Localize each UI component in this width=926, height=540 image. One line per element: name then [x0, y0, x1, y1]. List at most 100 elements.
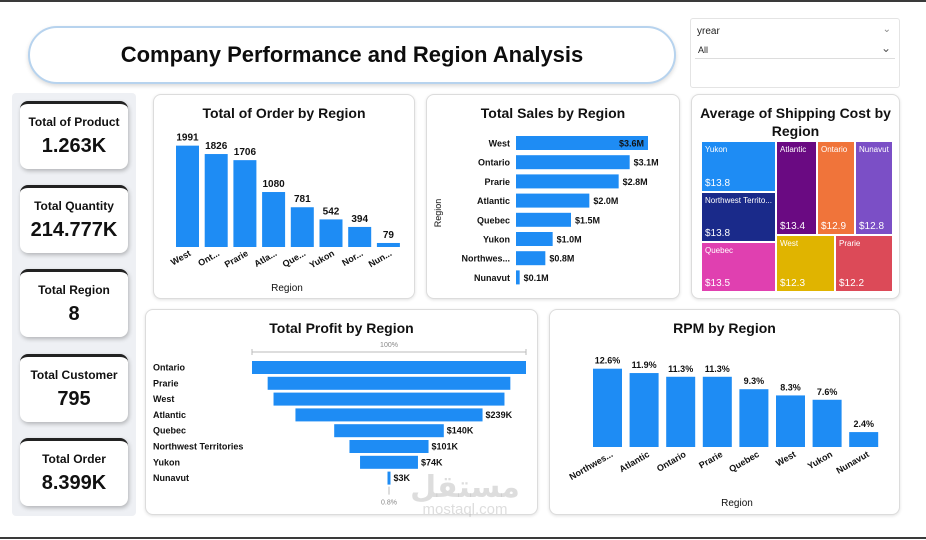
sales-data-label: $1.5M	[575, 215, 600, 225]
profit-funnel-card[interactable]: Total Profit by Region 100% Ontario Prarie…	[145, 309, 538, 515]
funnel-bar	[334, 424, 444, 438]
chevron-down-icon[interactable]: ⌄	[880, 41, 891, 55]
top-border-line	[0, 0, 926, 2]
rpm-data-label: 11.9%	[632, 360, 657, 370]
kpi-value: 214.777K	[30, 219, 118, 241]
kpi-label: Total Quantity	[34, 199, 114, 213]
sales-bar	[516, 174, 619, 189]
rpm-bar	[702, 376, 732, 447]
sales-bar	[516, 136, 648, 150]
orders-chart: 1991 West 1826 Ont... 1706 Prarie 1080 Atla... 7…	[169, 133, 400, 294]
funnel-data-label: $3K	[394, 473, 411, 483]
orders-bar	[204, 154, 228, 247]
sales-chart: Region West $3.6M Ontario $3.1M Prarie $2.8M At…	[433, 136, 659, 285]
funnel-data-label: $239K	[486, 410, 513, 420]
kpi-label: Total Customer	[30, 368, 118, 382]
funnel-category-label: West	[153, 394, 174, 404]
orders-tick-label: Yukon	[308, 248, 336, 270]
sales-data-label: $0.8M	[549, 254, 574, 264]
orders-bar	[176, 145, 199, 247]
treemap-tile-name: Prarie	[839, 239, 861, 248]
kpi-label: Total of Product	[28, 115, 120, 129]
orders-tick-label: Que...	[281, 248, 308, 269]
rpm-tick-label: Atlantic	[618, 449, 652, 474]
slicer-collapse-icon[interactable]: ⌄	[882, 24, 891, 35]
sales-tick-label: Ontario	[478, 158, 511, 168]
treemap-tile: Nunavut $12.8	[855, 141, 893, 235]
year-slicer[interactable]: yrear ⌄ All ⌄	[690, 18, 900, 88]
funnel-category-label: Quebec	[153, 426, 186, 436]
sales-tick-label: Northwes...	[461, 254, 510, 264]
kpi-value: 8	[68, 303, 80, 325]
orders-chart-card[interactable]: Total of Order by Region 1991 West 1826 Ont…	[153, 94, 415, 299]
shipping-treemap-card[interactable]: Average of Shipping Cost by Region Yukon…	[691, 94, 900, 299]
treemap-tile: West $12.3	[776, 235, 835, 292]
treemap-tile-value: $12.2	[839, 278, 865, 289]
orders-bar	[376, 242, 400, 247]
treemap-tile-name: Atlantic	[780, 145, 807, 154]
funnel-category-label: Prarie	[153, 378, 179, 388]
treemap-tile-name: Quebec	[705, 246, 734, 255]
treemap-tile-value: $12.9	[821, 221, 847, 232]
orders-tick-label: Atla...	[252, 248, 278, 269]
treemap-tile: Yukon $13.8	[701, 141, 776, 192]
rpm-data-label: 11.3%	[705, 364, 730, 374]
treemap-tile-name: Yukon	[705, 145, 728, 154]
rpm-tick-label: Northwes...	[567, 449, 614, 482]
sales-bar	[516, 155, 630, 170]
funnel-bar	[267, 376, 511, 390]
orders-data-label: 1826	[205, 141, 228, 152]
watermark-logo-text: مستقل	[410, 470, 520, 505]
orders-data-label: 1706	[234, 147, 257, 158]
rpm-data-label: 12.6%	[595, 356, 621, 366]
rpm-chart: 12.6% Northwes... 11.9% Atlantic 11.3% Ontari…	[567, 356, 879, 509]
orders-bar	[233, 160, 257, 247]
orders-data-label: 781	[294, 194, 311, 205]
treemap-tile-name: West	[780, 239, 799, 248]
treemap-tile-value: $13.4	[780, 221, 806, 232]
rpm-bar	[776, 395, 805, 447]
sales-bar	[516, 251, 546, 266]
treemap-tile-value: $13.8	[705, 228, 731, 239]
sales-data-label: $3.6M	[619, 139, 644, 149]
sales-tick-label: Nunavut	[474, 273, 510, 283]
rpm-x-axis-title: Region	[721, 498, 753, 509]
kpi-value: 1.263K	[41, 135, 107, 157]
sales-tick-label: Prarie	[484, 177, 510, 187]
profit-funnel: 100% Ontario Prarie West Atlantic $239K Quebec…	[153, 342, 527, 507]
kpi-card-total-product: Total of Product 1.263K	[20, 101, 128, 169]
sales-data-label: $2.8M	[623, 177, 648, 187]
treemap-tile-name: Ontario	[821, 145, 848, 154]
rpm-tick-label: West	[774, 449, 797, 468]
kpi-card-total-quantity: Total Quantity 214.777K	[20, 185, 128, 253]
funnel-bar	[252, 361, 526, 374]
rpm-data-label: 7.6%	[817, 387, 838, 397]
rpm-chart-card[interactable]: RPM by Region 12.6% Northwes... 11.9% Atlan…	[549, 309, 900, 515]
kpi-panel: Total of Product 1.263K Total Quantity 2…	[12, 93, 136, 516]
orders-data-label: 1080	[262, 179, 285, 190]
treemap-tile-value: $13.8	[705, 178, 731, 189]
funnel-data-label: $140K	[447, 426, 474, 436]
sales-data-label: $1.0M	[557, 235, 582, 245]
rpm-tick-label: Yukon	[806, 449, 834, 471]
rpm-chart-title: RPM by Region	[673, 320, 776, 336]
funnel-category-label: Ontario	[153, 363, 186, 373]
orders-tick-label: Nor...	[340, 248, 364, 268]
orders-tick-label: Nun...	[367, 248, 394, 269]
sales-tick-label: West	[489, 139, 510, 149]
kpi-value: 795	[57, 388, 91, 410]
treemap-tile: Prarie $12.2	[835, 235, 893, 292]
treemap-tile-name: Nunavut	[859, 145, 889, 154]
rpm-tick-label: Prarie	[697, 449, 724, 470]
rpm-data-label: 11.3%	[668, 364, 693, 374]
orders-data-label: 79	[383, 230, 395, 241]
bottom-border-line	[0, 537, 926, 539]
slicer-dropdown[interactable]: All ⌄	[695, 41, 895, 59]
treemap-tile-value: $13.5	[705, 278, 731, 289]
dashboard-title-box: Company Performance and Region Analysis	[28, 26, 676, 84]
funnel-data-label: $101K	[432, 442, 459, 452]
orders-tick-label: Ont...	[196, 248, 221, 268]
sales-bar	[516, 270, 520, 285]
sales-chart-card[interactable]: Total Sales by Region Region West $3.6M Ont…	[426, 94, 680, 299]
kpi-label: Total Region	[38, 283, 110, 297]
